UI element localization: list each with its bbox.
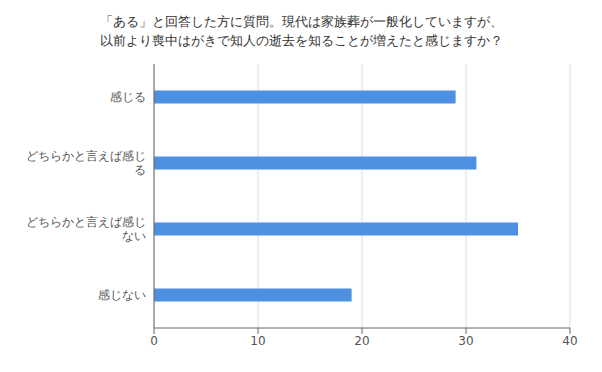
html-text:「ある」と回答した方に質問。現代は家族葬が一般化していますが: 「ある」と回答した方に質問。現代は家族葬が一般化していますが、 xyxy=(99,14,503,29)
svg-text:0: 0 xyxy=(150,334,158,348)
svg-text:感じない: 感じない xyxy=(98,288,146,302)
svg-text:30: 30 xyxy=(458,334,473,348)
svg-text:10: 10 xyxy=(250,334,265,348)
svg-text:20: 20 xyxy=(354,334,369,348)
svg-text:感じる: 感じる xyxy=(110,90,146,104)
svg-text:どちらかと言えば感じる: どちらかと言えば感じる xyxy=(26,149,146,177)
svg-text:どちらかと言えば感じない: どちらかと言えば感じない xyxy=(26,215,146,243)
html-text:以前より喪中はがきで知人の逝去を知ることが増えたと感じますか: 以前より喪中はがきで知人の逝去を知ることが増えたと感じますか？ xyxy=(99,33,503,48)
svg-text:40: 40 xyxy=(562,334,577,348)
